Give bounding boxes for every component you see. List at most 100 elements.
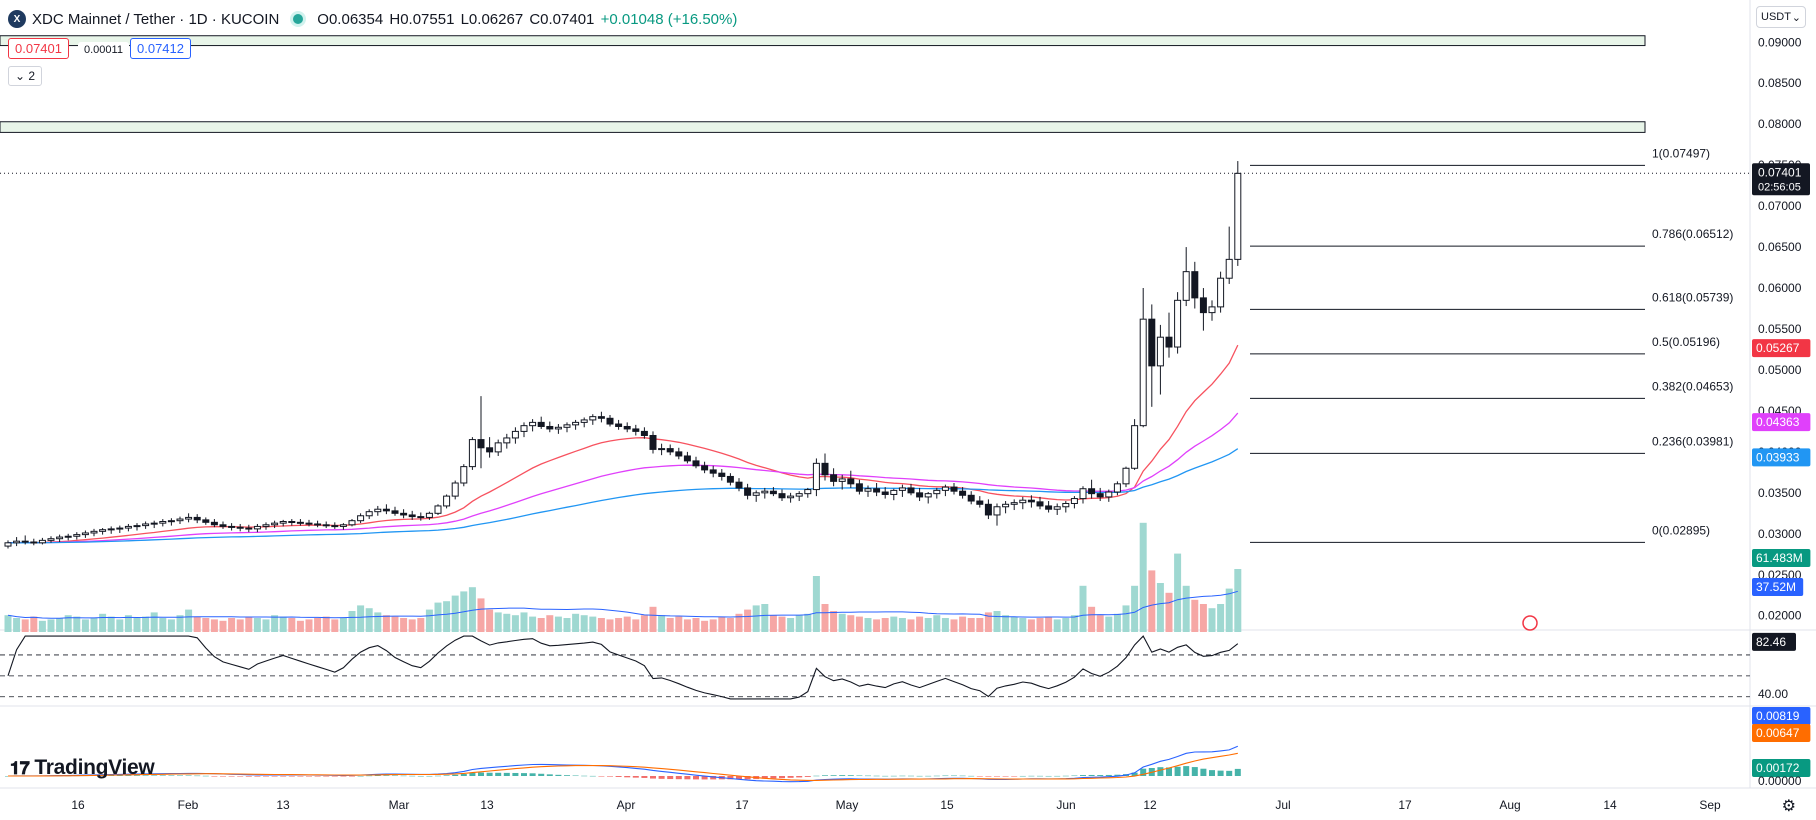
- candle-body: [950, 486, 958, 492]
- volume-bar: [228, 618, 236, 632]
- candle-body: [228, 525, 236, 528]
- volume-bar: [1070, 615, 1078, 632]
- candle-body: [193, 516, 201, 521]
- volume-bar: [572, 613, 580, 632]
- macd-histogram-bar: [108, 775, 115, 776]
- macd-histogram-bar: [349, 776, 355, 777]
- volume-bar: [468, 587, 476, 632]
- volume-bar: [1225, 588, 1233, 632]
- macd-histogram-bar: [159, 775, 166, 776]
- volume-bar: [873, 619, 881, 632]
- candle-body: [1174, 299, 1182, 348]
- volume-bar: [984, 612, 992, 632]
- macd-histogram-bar: [185, 775, 192, 776]
- macd-histogram-bar: [288, 776, 295, 777]
- currency-select[interactable]: USDT ⌄: [1756, 6, 1806, 28]
- volume-bar: [787, 618, 795, 632]
- volume-bar: [692, 618, 700, 632]
- macd-histogram-bar: [564, 775, 570, 776]
- volume-bar: [47, 619, 55, 632]
- fib-level-label: 0.236(0.03981): [1652, 434, 1733, 448]
- macd-histogram-bar: [546, 774, 553, 776]
- candle-body: [632, 428, 640, 432]
- candle-body: [1070, 498, 1078, 504]
- candle-body: [640, 430, 648, 436]
- price-tick-label: 0.08000: [1758, 117, 1802, 131]
- candle-body: [425, 512, 433, 518]
- macd-histogram-bar: [142, 775, 149, 776]
- macd-histogram-bar: [976, 776, 983, 777]
- volume-bar: [649, 606, 657, 632]
- candle-body: [709, 469, 717, 474]
- macd-histogram-bar: [650, 776, 656, 779]
- candle-body: [752, 492, 760, 496]
- macd-histogram-bar: [865, 775, 871, 777]
- macd-histogram-bar: [796, 776, 803, 778]
- candle-body: [993, 506, 1001, 516]
- volume-bar: [477, 598, 485, 632]
- symbol-title[interactable]: XDC Mainnet / Tether · 1D · KUCOIN: [32, 10, 280, 28]
- volume-bar: [253, 618, 261, 632]
- candle-body: [339, 524, 347, 527]
- volume-bar: [744, 609, 752, 632]
- volume-bar: [615, 618, 623, 632]
- rsi-value-label-bg: [1752, 632, 1796, 651]
- macd-histogram-bar: [538, 773, 545, 776]
- macd-histogram-bar: [512, 772, 519, 776]
- open-value: O0.06354: [317, 10, 384, 28]
- macd-histogram-bar: [409, 775, 416, 777]
- volume-bar: [838, 613, 846, 632]
- volume-bar: [847, 615, 855, 632]
- volume-bar: [271, 615, 279, 632]
- sell-button[interactable]: 0.07401: [8, 38, 69, 59]
- volume-bar: [417, 618, 425, 632]
- resistance-zone: [0, 121, 1646, 133]
- volume-bar: [167, 619, 175, 632]
- collapse-toggle[interactable]: ⌄ 2: [8, 66, 43, 86]
- volume-bar: [1053, 619, 1061, 632]
- volume-value-label: 61.483M: [1756, 551, 1803, 565]
- macd-histogram-bar: [641, 776, 648, 778]
- price-tick-label: 0.07000: [1758, 199, 1802, 213]
- macd-histogram-bar: [822, 775, 828, 776]
- macd-histogram-bar: [245, 776, 252, 777]
- volume-bar: [64, 615, 72, 632]
- candle-body: [1156, 336, 1164, 367]
- volume-bar: [159, 618, 167, 632]
- candle-body: [1131, 425, 1139, 469]
- candle-body: [1165, 336, 1173, 348]
- volume-bar: [357, 605, 365, 632]
- candle-body: [391, 510, 399, 514]
- volume-ma-line: [7, 590, 1238, 619]
- volume-bar: [1036, 618, 1044, 632]
- volume-bar: [709, 619, 717, 632]
- candle-body: [73, 534, 81, 537]
- low-value: L0.06267: [460, 10, 524, 28]
- volume-bar: [494, 612, 502, 632]
- volume-bar: [1019, 618, 1027, 632]
- macd-histogram-bar: [839, 775, 846, 776]
- candle-body: [38, 539, 46, 544]
- candle-body: [529, 421, 537, 427]
- candle-body: [245, 527, 253, 530]
- macd-histogram-bar: [1002, 776, 1009, 777]
- high-value: H0.07551: [389, 10, 455, 28]
- volume-bar: [107, 616, 115, 632]
- macd-histogram-bar: [787, 776, 794, 778]
- macd-histogram-bar: [529, 773, 536, 776]
- macd-histogram-bar: [1037, 775, 1043, 777]
- time-tick-label: Mar: [389, 798, 410, 812]
- macd-histogram-bar: [323, 776, 330, 777]
- gear-icon[interactable]: ⚙: [1781, 798, 1796, 815]
- candle-body: [976, 500, 984, 505]
- candle-body: [615, 423, 623, 427]
- volume-bar: [597, 618, 605, 632]
- volume-bar: [701, 620, 709, 632]
- macd-histogram-bar: [830, 775, 837, 776]
- macd-histogram-bar: [263, 776, 269, 777]
- macd-histogram-bar: [916, 775, 923, 777]
- candle-body: [735, 481, 743, 489]
- buy-button[interactable]: 0.07412: [130, 38, 191, 59]
- time-tick-label: Jul: [1275, 798, 1290, 812]
